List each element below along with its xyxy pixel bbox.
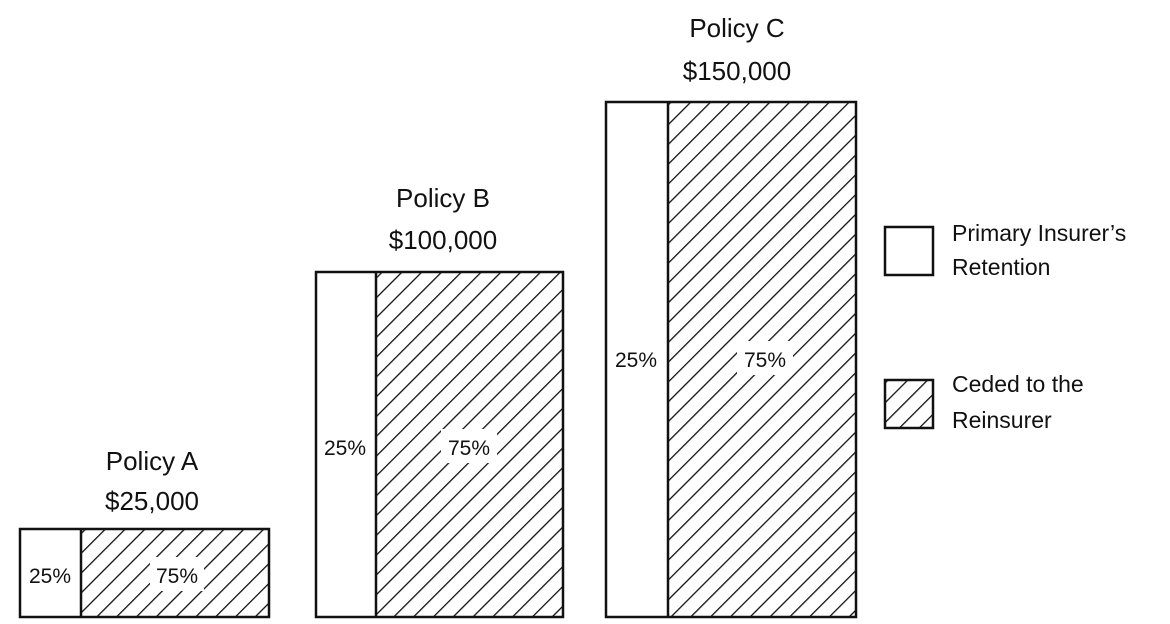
policy-c-ceded-label-bg	[737, 341, 793, 375]
legend-ceded-line1: Ceded to the	[952, 371, 1084, 397]
policy-c-retention-label: 25%	[615, 349, 657, 372]
policy-c-outline	[604, 100, 858, 619]
policy-a-ceded-label-bg	[150, 557, 204, 591]
policy-b-retention-label: 25%	[324, 437, 366, 460]
policy-b-group: Policy B $100,000 25% 75%	[314, 183, 565, 619]
policy-a-retention-label: 25%	[29, 565, 71, 588]
policy-b-ceded-label-bg	[441, 429, 497, 463]
policy-b-outline	[314, 270, 565, 619]
policy-a-amount: $25,000	[105, 486, 199, 516]
policy-c-group: Policy C $150,000 25% 75%	[604, 13, 858, 619]
policy-b-retention-segment	[316, 272, 376, 617]
policy-a-outline	[18, 527, 271, 619]
legend: Primary Insurer’s Retention Ceded to the…	[883, 220, 1126, 433]
policy-c-amount: $150,000	[683, 56, 791, 86]
policy-a-group: Policy A $25,000 25% 75%	[18, 446, 271, 619]
policy-a-title: Policy A	[106, 446, 199, 476]
legend-ceded-line2: Reinsurer	[952, 407, 1052, 433]
legend-retention-line1: Primary Insurer’s	[952, 220, 1126, 246]
policy-b-amount: $100,000	[389, 225, 497, 255]
legend-ceded-swatch	[883, 378, 935, 430]
legend-ceded-swatch-fill	[885, 380, 933, 428]
policy-b-title: Policy B	[396, 183, 490, 213]
policy-a-ceded-label: 75%	[156, 565, 198, 588]
policy-c-title: Policy C	[689, 13, 784, 43]
legend-retention-swatch	[883, 225, 935, 277]
legend-retention-line2: Retention	[952, 254, 1050, 280]
policy-b-ceded-label: 75%	[448, 437, 490, 460]
policy-c-retention-segment	[606, 102, 668, 617]
policy-a-retention-segment	[20, 529, 81, 617]
policy-c-ceded-label: 75%	[744, 349, 786, 372]
